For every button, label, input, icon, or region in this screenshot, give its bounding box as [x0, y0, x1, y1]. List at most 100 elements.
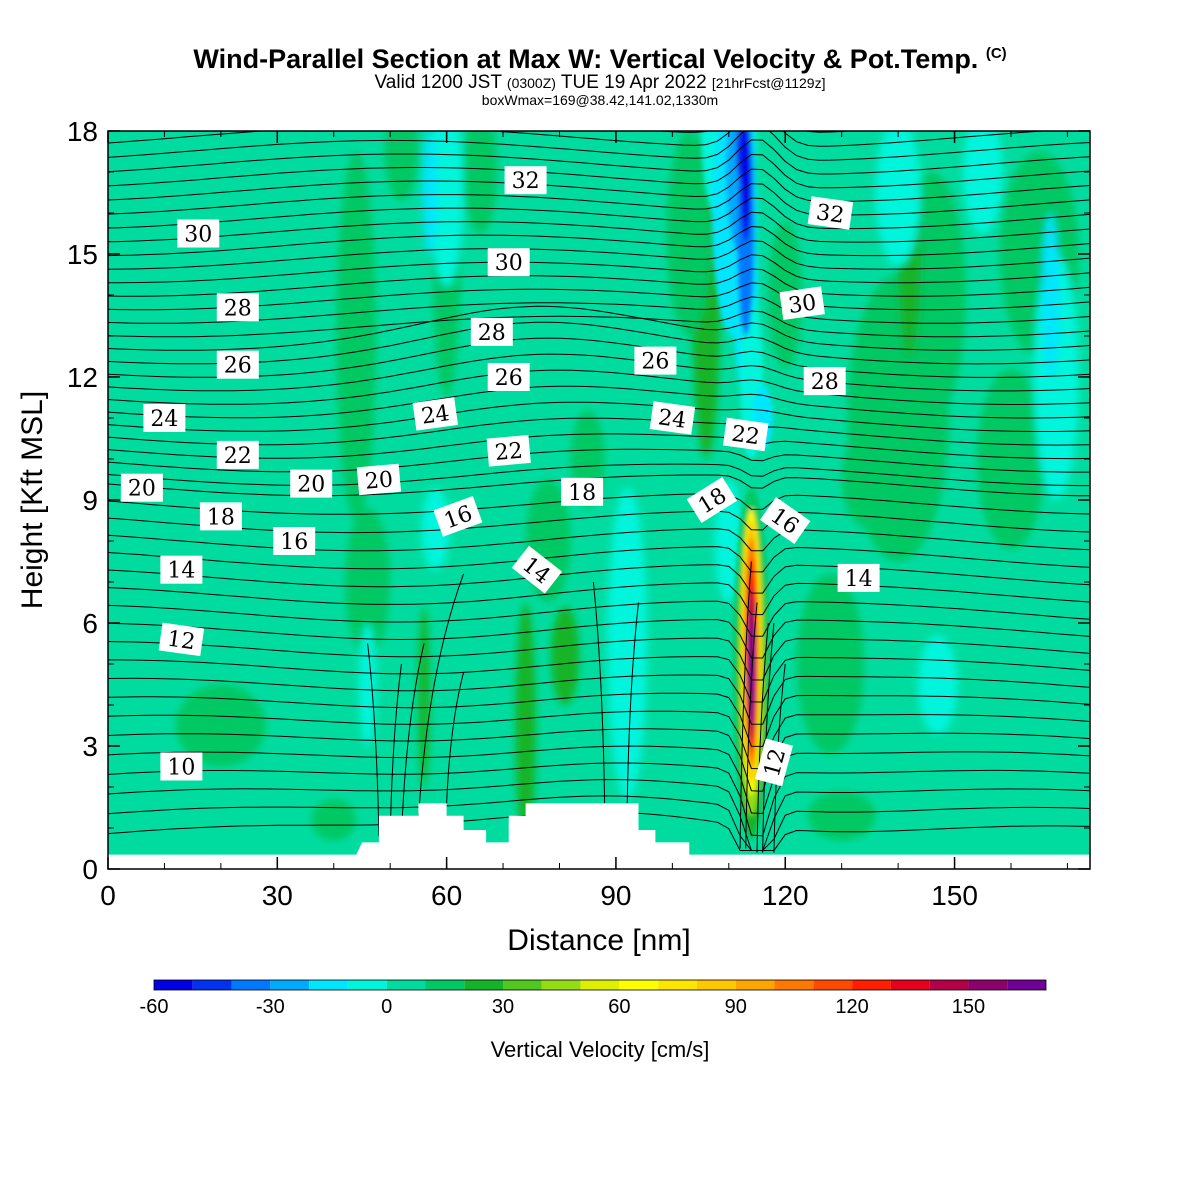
theta-label-text: 14 — [845, 567, 873, 592]
theta-contour-line — [417, 573, 465, 820]
title-main: Wind-Parallel Section at Max W: Vertical… — [193, 44, 979, 74]
theta-contour-line — [108, 131, 1090, 161]
theta-contour-line — [108, 745, 1090, 815]
box-info: boxWmax=169@38.42,141.02,1330m — [481, 92, 719, 108]
theta-label-bg — [487, 363, 530, 391]
colorbar-tick-label: -60 — [140, 996, 169, 1018]
theta-contour-line — [108, 656, 1090, 703]
theta-label: 14 — [160, 555, 203, 584]
theta-contour-line — [592, 581, 606, 804]
theta-contour-line — [739, 561, 752, 849]
axes: 0 30 60 90 120 150 0 3 6 9 12 15 18 Distance [nm] Heig… — [16, 116, 1090, 957]
theta-contour-line — [108, 321, 1090, 365]
theta-contour-line — [108, 637, 1090, 681]
colorbar-swatch — [580, 980, 620, 990]
theta-label-text: 28 — [478, 321, 506, 346]
theta-label-text: 24 — [657, 405, 688, 434]
theta-label-bg — [722, 417, 769, 452]
theta-contour-line — [108, 692, 1090, 748]
theta-label-text: 20 — [364, 467, 394, 494]
theta-label-bg — [686, 476, 738, 524]
theta-contour-line — [108, 600, 1090, 637]
velocity-region — [384, 131, 419, 201]
theta-label-text: 32 — [512, 169, 540, 194]
velocity-region — [551, 606, 580, 705]
velocity-region — [607, 487, 647, 800]
theta-label: 20 — [356, 463, 402, 496]
velocity-region — [977, 368, 1045, 550]
theta-label-text: 24 — [150, 407, 178, 432]
theta-label: 12 — [158, 622, 205, 657]
theta-label-bg — [779, 286, 825, 320]
colorbar-swatch — [852, 980, 891, 990]
forecast-info: [21hrFcst@1129z] — [711, 75, 826, 91]
theta-contour-line — [108, 296, 1090, 324]
theta-label-bg — [143, 404, 186, 432]
theta-contour-line — [108, 710, 1090, 770]
y-tick-label: 15 — [67, 239, 98, 270]
theta-label-text: 20 — [128, 477, 156, 502]
theta-contour-line — [108, 211, 1090, 243]
theta-contour-line — [651, 131, 859, 133]
theta-label-bg — [470, 317, 513, 346]
theta-label: 32 — [504, 166, 547, 195]
theta-contour-line — [108, 240, 1090, 270]
theta-label-text: 28 — [811, 370, 839, 395]
x-tick-label: 60 — [431, 880, 462, 911]
velocity-region — [963, 131, 1003, 234]
theta-label-bg — [158, 622, 205, 657]
theta-contour-line — [108, 674, 1090, 725]
colorbar-tick-label: 120 — [835, 996, 868, 1018]
velocity-region — [807, 791, 876, 841]
theta-label: 24 — [412, 397, 459, 431]
colorbar-swatch — [968, 980, 1008, 990]
theta-label: 28 — [216, 293, 259, 322]
theta-label-bg — [511, 545, 563, 594]
x-tick-label: 90 — [600, 880, 631, 911]
velocity-region — [175, 684, 267, 767]
theta-label: 26 — [216, 350, 259, 379]
theta-label-bg — [759, 496, 811, 545]
theta-label-bg — [803, 367, 846, 396]
velocity-region — [418, 606, 430, 787]
theta-contour-line — [108, 401, 1090, 432]
theta-label: 22 — [486, 435, 531, 467]
theta-contour-line — [108, 183, 1090, 216]
y-tick-label: 12 — [67, 362, 98, 393]
colorbar-swatch — [192, 980, 232, 990]
theta-label-bg — [487, 248, 530, 277]
theta-label-bg — [177, 219, 220, 248]
valid-time: Valid 1200 JST — [374, 72, 502, 93]
theta-contour-line — [389, 663, 402, 837]
theta-label: 30 — [487, 248, 530, 277]
x-axis-label: Distance [nm] — [507, 924, 690, 957]
theta-contour-line — [108, 417, 1090, 446]
theta-label: 18 — [561, 477, 604, 506]
velocity-region — [748, 610, 755, 726]
theta-label-text: 30 — [787, 290, 818, 319]
theta-contour-line — [108, 268, 1090, 297]
x-tick-label: 150 — [931, 880, 978, 911]
theta-label-text: 18 — [568, 481, 596, 506]
theta-label-bg — [216, 293, 259, 322]
y-tick-label: 0 — [82, 854, 98, 885]
velocity-region — [740, 131, 751, 242]
velocity-region — [345, 508, 391, 656]
theta-contour-line — [108, 369, 1090, 405]
terrain — [108, 803, 1090, 869]
valid-date: TUE 19 Apr 2022 — [560, 72, 707, 93]
y-tick-label: 9 — [82, 485, 98, 516]
theta-label: 28 — [803, 367, 846, 396]
theta-contour-line — [108, 310, 1090, 338]
theta-contour-line — [108, 762, 1090, 837]
theta-label-bg — [433, 496, 483, 537]
theta-contour-line — [108, 510, 1090, 534]
copyright-mark: (C) — [985, 45, 1007, 62]
theta-contour-line — [108, 582, 1090, 616]
theta-label-text: 26 — [495, 366, 523, 391]
theta-label-text: 18 — [207, 505, 235, 530]
colorbar-label: Vertical Velocity [cm/s] — [491, 1037, 710, 1062]
theta-label: 22 — [722, 417, 769, 452]
colorbar-swatch — [503, 980, 542, 990]
theta-label-text: 30 — [184, 223, 212, 248]
